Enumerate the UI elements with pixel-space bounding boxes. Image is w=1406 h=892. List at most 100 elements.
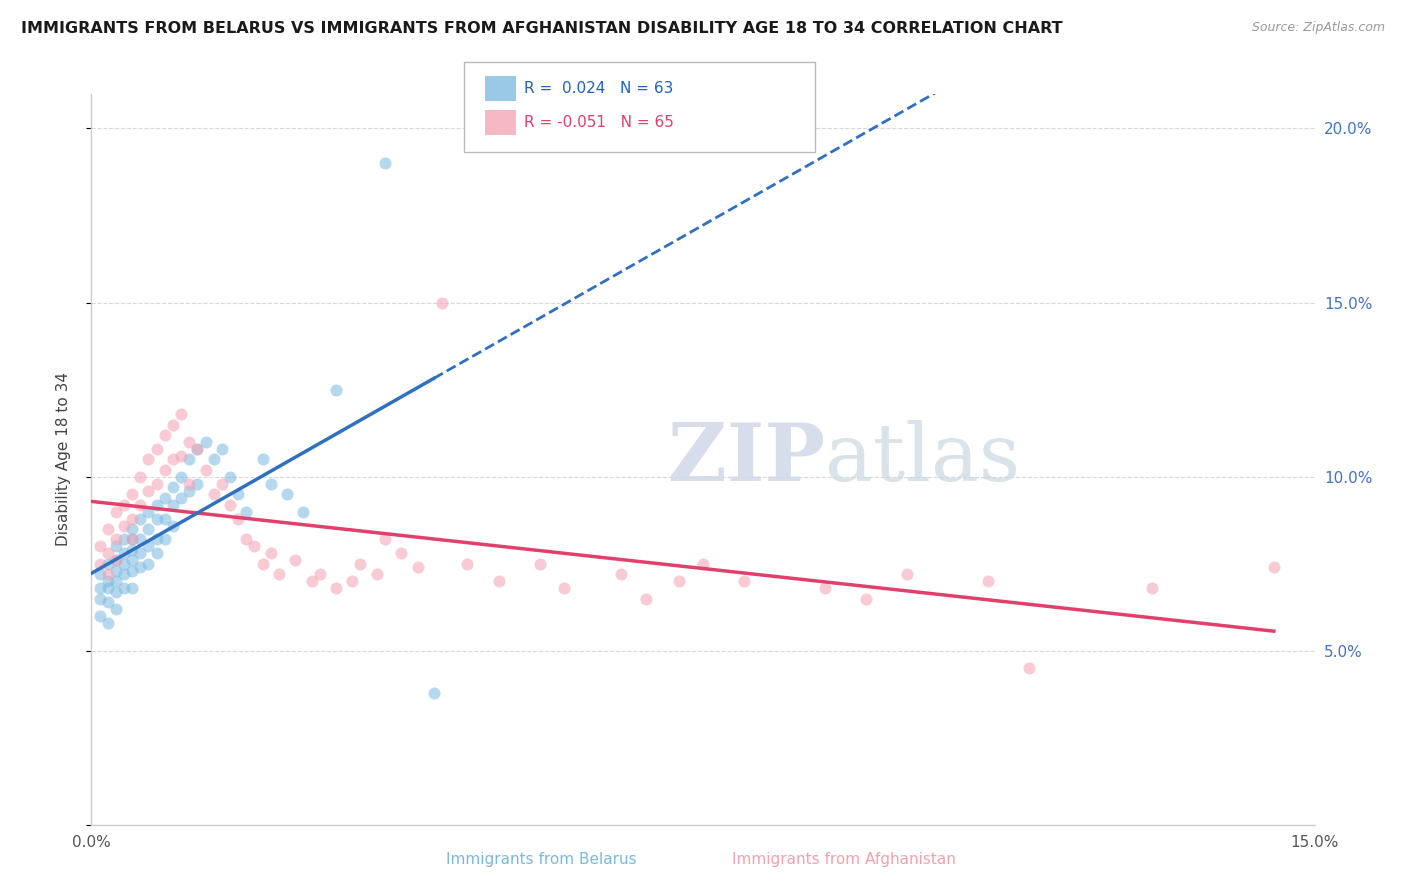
Point [301,574,323,589]
Point [423,686,446,700]
Point [145,476,167,491]
Point [325,581,347,595]
Point [488,574,510,589]
Text: R =  0.024   N = 63: R = 0.024 N = 63 [524,81,673,95]
Point [406,560,429,574]
Point [145,442,167,456]
Point [145,498,167,512]
Point [153,533,176,547]
Text: R = -0.051   N = 65: R = -0.051 N = 65 [524,115,675,129]
Point [456,557,478,571]
Text: ZIP: ZIP [668,420,825,499]
Point [89,581,111,595]
Point [252,557,274,571]
Point [129,511,152,525]
Point [235,533,257,547]
Point [121,487,143,501]
Point [1263,560,1285,574]
Point [977,574,1000,589]
Point [89,540,111,554]
Point [162,452,184,467]
Point [97,616,120,631]
Point [170,407,193,421]
Point [104,505,127,519]
Point [153,491,176,505]
Point [153,463,176,477]
Point [112,581,135,595]
Point [138,483,160,498]
Point [104,574,127,589]
Point [104,540,127,554]
Y-axis label: Disability Age 18 to 34: Disability Age 18 to 34 [56,372,70,547]
Point [276,487,298,501]
Point [170,449,193,463]
Point [153,428,176,442]
Point [112,518,135,533]
Point [121,533,143,547]
Point [97,595,120,609]
Point [194,434,217,449]
Point [179,452,201,467]
Point [211,476,233,491]
Point [235,505,257,519]
Text: atlas: atlas [825,420,1021,499]
Point [138,452,160,467]
Point [308,567,330,582]
Point [121,533,143,547]
Point [104,602,127,616]
Point [145,546,167,560]
Point [226,487,249,501]
Point [211,442,233,456]
Point [430,295,453,310]
Point [692,557,714,571]
Point [349,557,371,571]
Point [104,553,127,567]
Point [112,567,135,582]
Point [553,581,575,595]
Point [162,518,184,533]
Point [145,533,167,547]
Point [366,567,388,582]
Point [104,564,127,578]
Point [145,511,167,525]
Text: Immigrants from Afghanistan: Immigrants from Afghanistan [731,852,956,867]
Point [325,383,347,397]
Point [89,557,111,571]
Point [138,540,160,554]
Point [610,567,633,582]
Point [896,567,918,582]
Point [1140,581,1163,595]
Text: IMMIGRANTS FROM BELARUS VS IMMIGRANTS FROM AFGHANISTAN DISABILITY AGE 18 TO 34 C: IMMIGRANTS FROM BELARUS VS IMMIGRANTS FR… [21,21,1063,36]
Point [129,498,152,512]
Point [170,491,193,505]
Point [202,487,225,501]
Point [121,553,143,567]
Point [814,581,837,595]
Point [219,498,242,512]
Point [112,546,135,560]
Point [170,470,193,484]
Point [202,452,225,467]
Point [104,533,127,547]
Point [186,476,208,491]
Point [112,533,135,547]
Point [129,470,152,484]
Point [138,557,160,571]
Point [179,476,201,491]
Point [104,584,127,599]
Text: Immigrants from Belarus: Immigrants from Belarus [446,852,637,867]
Point [138,522,160,536]
Point [1018,661,1040,675]
Point [292,505,315,519]
Point [284,553,307,567]
Point [389,546,412,560]
Point [97,567,120,582]
Point [179,434,201,449]
Point [129,533,152,547]
Point [243,540,266,554]
Point [97,574,120,589]
Point [219,470,242,484]
Point [186,442,208,456]
Point [733,574,755,589]
Point [89,567,111,582]
